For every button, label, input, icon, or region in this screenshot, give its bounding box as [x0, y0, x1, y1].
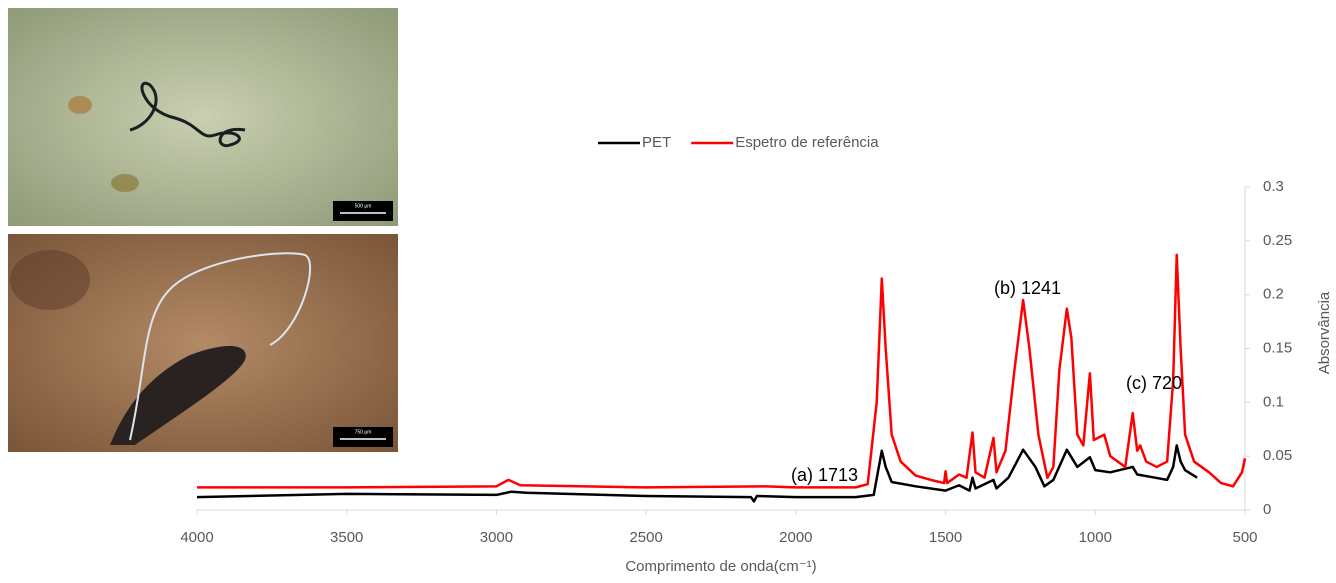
photo-2: 750 µm [8, 234, 398, 452]
series-line [197, 253, 1247, 489]
scale-label: 500 µm [355, 203, 372, 209]
y-tick-label: 0.1 [1263, 393, 1284, 410]
x-tick-label: 2000 [779, 529, 812, 546]
y-tick-label: 0.15 [1263, 339, 1292, 356]
photo-1: 500 µm [8, 8, 398, 226]
legend-label: Espetro de referência [735, 134, 879, 151]
legend-label: PET [642, 134, 671, 151]
series-line [196, 444, 1198, 503]
x-tick-label: 3000 [480, 529, 513, 546]
x-tick-label: 3500 [330, 529, 363, 546]
x-tick-label: 4000 [180, 529, 213, 546]
y-tick-label: 0.3 [1263, 178, 1284, 195]
y-tick-label: 0.2 [1263, 286, 1284, 303]
x-tick-label: 1500 [929, 529, 962, 546]
annotation: (b) 1241 [994, 278, 1061, 298]
y-tick-label: 0.05 [1263, 447, 1292, 464]
x-axis-label: Comprimento de onda(cm⁻¹) [625, 558, 816, 575]
y-axis-label: Absorvância [1316, 291, 1333, 374]
y-tick-label: 0 [1263, 501, 1271, 518]
x-tick-label: 2500 [629, 529, 662, 546]
x-tick-label: 500 [1232, 529, 1257, 546]
y-tick-label: 0.25 [1263, 232, 1292, 249]
annotation: (c) 720 [1126, 373, 1182, 393]
x-tick-label: 1000 [1079, 529, 1112, 546]
annotation: (a) 1713 [791, 465, 858, 485]
scale-label: 750 µm [355, 429, 372, 435]
